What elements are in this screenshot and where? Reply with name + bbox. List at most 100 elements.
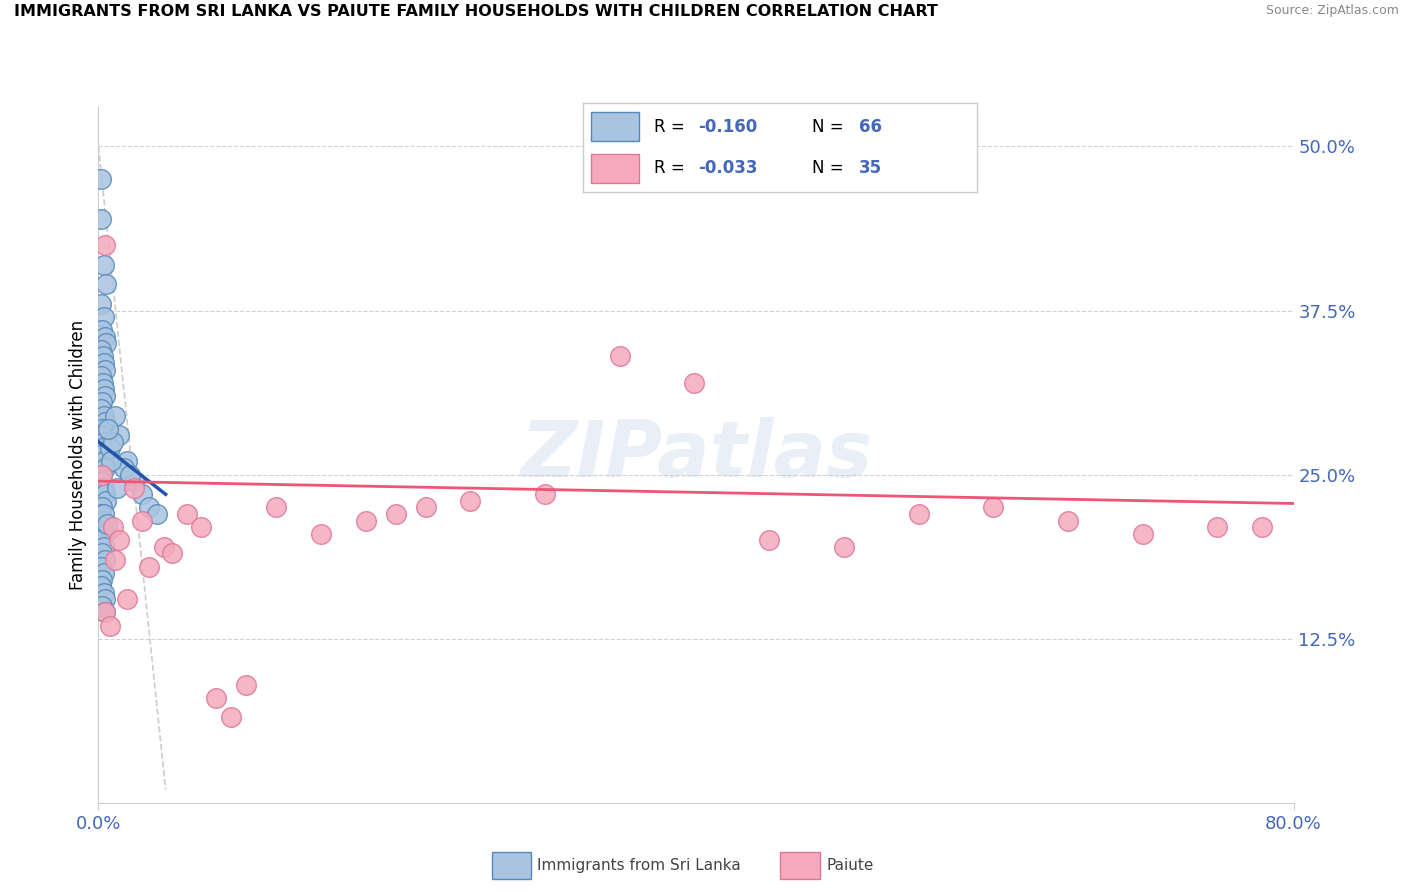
Point <box>832 540 855 554</box>
Point <box>94 330 117 344</box>
Point <box>131 487 153 501</box>
Point <box>101 434 124 449</box>
Point <box>90 369 112 384</box>
Point <box>93 454 115 468</box>
Point <box>93 481 115 495</box>
Point <box>124 481 146 495</box>
Text: Immigrants from Sri Lanka: Immigrants from Sri Lanka <box>537 858 741 872</box>
Point <box>98 442 121 456</box>
Point <box>90 448 112 462</box>
Point <box>93 507 115 521</box>
Point <box>384 507 406 521</box>
Point <box>93 566 115 580</box>
Text: R =: R = <box>654 159 690 177</box>
Point <box>90 474 112 488</box>
Point <box>91 395 114 409</box>
Text: 35: 35 <box>859 159 882 177</box>
Point <box>90 297 112 311</box>
Point <box>205 690 228 705</box>
Point <box>90 507 112 521</box>
Point <box>101 520 124 534</box>
Point <box>138 559 160 574</box>
Point <box>534 487 557 501</box>
Point <box>415 500 437 515</box>
Point <box>94 415 117 429</box>
Text: Paiute: Paiute <box>827 858 875 872</box>
Point <box>94 592 117 607</box>
Point <box>264 500 287 515</box>
Point <box>609 350 631 364</box>
Point <box>91 546 114 560</box>
Point <box>94 277 117 292</box>
Point <box>1057 514 1080 528</box>
Point <box>90 211 112 226</box>
Bar <box>592 154 638 183</box>
Point <box>907 507 929 521</box>
Point <box>94 389 117 403</box>
Point <box>91 376 114 390</box>
Y-axis label: Family Households with Children: Family Households with Children <box>69 320 87 590</box>
Text: -0.033: -0.033 <box>697 159 758 177</box>
Point <box>91 467 114 482</box>
Point <box>97 422 120 436</box>
Text: IMMIGRANTS FROM SRI LANKA VS PAIUTE FAMILY HOUSEHOLDS WITH CHILDREN CORRELATION : IMMIGRANTS FROM SRI LANKA VS PAIUTE FAMI… <box>14 4 938 20</box>
Point <box>91 500 114 515</box>
Point <box>981 500 1004 515</box>
Text: R =: R = <box>654 118 690 136</box>
Point <box>93 356 115 370</box>
Point <box>90 172 112 186</box>
Point <box>94 336 117 351</box>
Point <box>221 710 243 724</box>
Point <box>93 258 115 272</box>
Point <box>90 579 112 593</box>
Text: Source: ZipAtlas.com: Source: ZipAtlas.com <box>1265 4 1399 18</box>
Point <box>93 586 115 600</box>
Point <box>118 467 141 482</box>
Text: N =: N = <box>811 118 849 136</box>
Point <box>104 553 127 567</box>
Bar <box>592 112 638 141</box>
Point <box>115 454 138 468</box>
Point <box>153 540 176 554</box>
Point <box>112 461 135 475</box>
Point <box>309 526 332 541</box>
Point <box>91 323 114 337</box>
Point <box>94 526 117 541</box>
Point <box>1206 520 1229 534</box>
Point <box>93 514 115 528</box>
Point <box>354 514 377 528</box>
Point <box>90 401 112 416</box>
Point <box>758 533 780 548</box>
Point <box>98 618 121 632</box>
Point <box>94 461 117 475</box>
Point <box>93 310 115 324</box>
Point <box>1251 520 1274 534</box>
Point <box>460 494 482 508</box>
Point <box>105 481 128 495</box>
Point <box>145 507 167 521</box>
Point <box>100 454 122 468</box>
Point <box>94 606 117 620</box>
Text: ZIPatlas: ZIPatlas <box>520 417 872 493</box>
Point <box>96 517 118 532</box>
Point <box>93 409 115 423</box>
Point <box>91 350 114 364</box>
Point <box>104 409 127 423</box>
Point <box>235 678 257 692</box>
Point <box>160 546 183 560</box>
Point <box>683 376 706 390</box>
Text: 66: 66 <box>859 118 882 136</box>
Point <box>93 540 115 554</box>
Point <box>91 599 114 613</box>
Text: N =: N = <box>811 159 849 177</box>
Point <box>91 573 114 587</box>
Point <box>176 507 198 521</box>
Point <box>94 238 117 252</box>
Point <box>90 343 112 357</box>
Point <box>90 428 112 442</box>
Point <box>91 520 114 534</box>
Point <box>1132 526 1154 541</box>
Point <box>108 428 131 442</box>
Point <box>94 553 117 567</box>
Point <box>94 494 117 508</box>
